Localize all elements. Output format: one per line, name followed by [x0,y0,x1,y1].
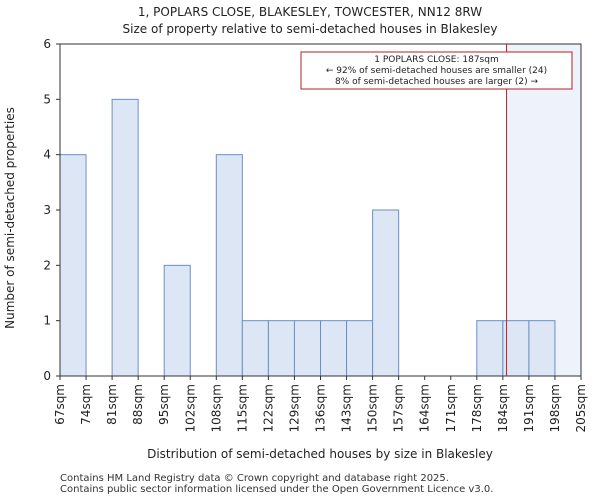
x-tick-label: 178sqm [470,384,484,432]
x-tick-label: 81sqm [105,384,119,425]
x-tick-label: 143sqm [340,384,354,432]
x-tick-label: 108sqm [209,384,223,432]
x-tick-label: 205sqm [574,384,588,432]
x-tick-label: 67sqm [53,384,67,425]
y-tick-label: 2 [43,258,51,272]
x-tick-label: 198sqm [548,384,562,432]
bar-150sqm [372,209,400,377]
x-tick-label: 164sqm [418,384,432,432]
x-tick-label: 102sqm [183,384,197,432]
annotation-line: 8% of semi-detached houses are larger (2… [335,77,539,87]
bar-178sqm [476,320,504,377]
bar-115sqm [241,320,269,377]
x-tick-label: 88sqm [131,384,145,425]
annotation-line: ← 92% of semi-detached houses are smalle… [326,66,547,76]
y-tick-label: 1 [43,314,51,328]
x-tick-label: 122sqm [261,384,275,432]
x-tick-label: 136sqm [314,384,328,432]
y-tick-label: 0 [43,369,51,383]
bar-67sqm [59,154,87,377]
annotation-line: 1 POPLARS CLOSE: 187sqm [374,55,498,65]
y-axis-label: Number of semi-detached properties [3,107,17,329]
annotation-box [300,51,573,90]
bar-108sqm [215,154,243,377]
y-tick-label: 6 [43,37,51,51]
bar-143sqm [346,320,374,377]
bar-136sqm [320,320,348,377]
footer-licence: Contains public sector information licen… [60,484,494,495]
x-axis-label: Distribution of semi-detached houses by … [147,447,493,461]
x-tick-label: 129sqm [287,384,301,432]
bar-95sqm [163,264,191,377]
footer-copyright: Contains HM Land Registry data © Crown c… [60,473,449,484]
x-tick-label: 150sqm [366,384,380,432]
x-tick-label: 191sqm [522,384,536,432]
x-tick-label: 115sqm [235,384,249,432]
x-tick-label: 184sqm [496,384,510,432]
x-tick-label: 74sqm [79,384,93,425]
bar-129sqm [293,320,322,377]
bar-122sqm [267,320,295,377]
x-tick-label: 95sqm [157,384,171,425]
y-tick-label: 4 [43,148,51,162]
x-tick-label: 171sqm [444,384,458,432]
x-tick-label: 157sqm [392,384,406,432]
chart-title: 1, POPLARS CLOSE, BLAKESLEY, TOWCESTER, … [138,5,482,19]
bar-81sqm [111,98,139,377]
bar-184sqm [502,320,530,377]
y-tick-label: 5 [43,92,51,106]
chart-subtitle: Size of property relative to semi-detach… [123,22,498,36]
y-tick-label: 3 [43,203,51,217]
bar-191sqm [528,320,556,377]
